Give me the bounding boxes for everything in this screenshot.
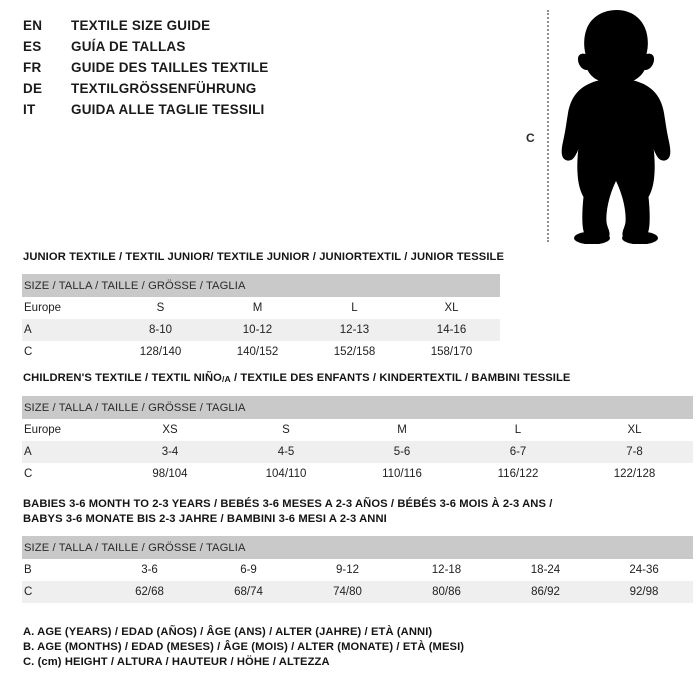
table-cell: 9-12 bbox=[335, 564, 360, 576]
size-header-cell: S bbox=[156, 302, 165, 314]
size-header-cell: L bbox=[351, 302, 358, 314]
language-title: TEXTILGRÖSSENFÜHRUNG bbox=[71, 81, 257, 96]
section-babies: BABIES 3-6 MONTH TO 2-3 YEARS / BEBÉS 3-… bbox=[0, 497, 700, 603]
legend-line-a: A. AGE (YEARS) / EDAD (AÑOS) / ÂGE (ANS)… bbox=[23, 626, 433, 638]
language-title-list: EN TEXTILE SIZE GUIDE ES GUÍA DE TALLAS … bbox=[23, 18, 493, 123]
table-band-row: SIZE / TALLA / TAILLE / GRÖSSE / TAGLIA bbox=[22, 536, 694, 559]
language-title: GUÍA DE TALLAS bbox=[71, 39, 186, 54]
legend-block: A. AGE (YEARS) / EDAD (AÑOS) / ÂGE (ANS)… bbox=[0, 625, 700, 670]
height-illustration: C bbox=[500, 0, 700, 250]
table-cell: 98/104 bbox=[152, 468, 188, 480]
children-title-before: CHILDREN'S TEXTILE / TEXTIL NIÑO bbox=[23, 372, 222, 384]
language-code: ES bbox=[23, 39, 42, 54]
table-cell: 14-16 bbox=[403, 319, 501, 341]
table-cell: 140/152 bbox=[236, 346, 279, 358]
table-cell: 12-18 bbox=[431, 564, 462, 576]
table-cell: 6-7 bbox=[460, 441, 576, 463]
toddler-silhouette-icon bbox=[561, 10, 671, 244]
table-cell: 7-8 bbox=[576, 441, 694, 463]
section-junior: JUNIOR TEXTILE / TEXTIL JUNIOR/ TEXTILE … bbox=[0, 250, 700, 363]
table-cell: 12-13 bbox=[306, 319, 403, 341]
children-band-label: SIZE / TALLA / TAILLE / GRÖSSE / TAGLIA bbox=[22, 396, 694, 419]
size-header-cell: M bbox=[252, 302, 263, 314]
language-code: EN bbox=[23, 18, 43, 33]
row-label: C bbox=[24, 346, 33, 358]
babies-band-label: SIZE / TALLA / TAILLE / GRÖSSE / TAGLIA bbox=[22, 536, 694, 559]
height-reference-line bbox=[547, 10, 549, 242]
row-label: C bbox=[24, 468, 33, 480]
table-cell: 3-4 bbox=[112, 441, 228, 463]
table-row-header: Europe XS S M L XL bbox=[22, 419, 693, 441]
language-code: DE bbox=[23, 81, 43, 96]
row-label: A bbox=[22, 441, 112, 463]
table-cell: 68/74 bbox=[199, 581, 298, 603]
section-children-title: CHILDREN'S TEXTILE / TEXTIL NIÑO/A / TEX… bbox=[0, 371, 700, 387]
table-cell: 6-9 bbox=[240, 564, 257, 576]
table-cell: 104/110 bbox=[265, 468, 307, 480]
language-code: IT bbox=[23, 102, 36, 117]
table-cell: 80/86 bbox=[397, 581, 496, 603]
table-cell: 18-24 bbox=[530, 564, 561, 576]
language-row: FR GUIDE DES TAILLES TEXTILE bbox=[23, 60, 493, 81]
table-cell: 4-5 bbox=[228, 441, 344, 463]
table-cell: 3-6 bbox=[141, 564, 158, 576]
table-band-row: SIZE / TALLA / TAILLE / GRÖSSE / TAGLIA bbox=[22, 274, 501, 297]
table-cell: 158/170 bbox=[430, 346, 473, 358]
table-cell: 8-10 bbox=[112, 319, 209, 341]
table-cell: 24-36 bbox=[629, 564, 659, 576]
table-row: A 8-10 10-12 12-13 14-16 bbox=[22, 319, 501, 341]
table-row: C 128/140 140/152 152/158 158/170 bbox=[22, 341, 500, 363]
children-size-table: SIZE / TALLA / TAILLE / GRÖSSE / TAGLIA … bbox=[22, 396, 694, 485]
table-band-row: SIZE / TALLA / TAILLE / GRÖSSE / TAGLIA bbox=[22, 396, 694, 419]
language-row: EN TEXTILE SIZE GUIDE bbox=[23, 18, 493, 39]
legend-line-b: B. AGE (MONTHS) / EDAD (MESES) / ÂGE (MO… bbox=[23, 641, 465, 653]
language-title: GUIDA ALLE TAGLIE TESSILI bbox=[71, 102, 265, 117]
table-cell: 110/116 bbox=[382, 468, 422, 480]
table-row-header: Europe S M L XL bbox=[22, 297, 500, 319]
language-title: TEXTILE SIZE GUIDE bbox=[71, 18, 211, 33]
size-header-cell: XS bbox=[162, 424, 178, 436]
table-cell: 122/128 bbox=[613, 468, 656, 480]
table-row: C 62/68 68/74 74/80 80/86 86/92 92/98 bbox=[22, 581, 694, 603]
table-cell: 10-12 bbox=[209, 319, 306, 341]
table-cell: 74/80 bbox=[298, 581, 397, 603]
table-cell: 62/68 bbox=[100, 581, 199, 603]
table-cell: 152/158 bbox=[333, 346, 376, 358]
size-header-cell: S bbox=[282, 424, 290, 436]
children-title-small: /A bbox=[221, 374, 231, 384]
size-header-cell: M bbox=[397, 424, 407, 436]
table-cell: 92/98 bbox=[595, 581, 694, 603]
children-title-after: / TEXTILE DES ENFANTS / KINDERTEXTIL / B… bbox=[230, 372, 571, 384]
table-cell: 128/140 bbox=[139, 346, 182, 358]
table-cell: 5-6 bbox=[344, 441, 460, 463]
row-label: Europe bbox=[24, 424, 62, 436]
table-row: C 98/104 104/110 110/116 116/122 122/128 bbox=[22, 463, 693, 485]
height-measure-label: C bbox=[526, 131, 535, 145]
language-row: ES GUÍA DE TALLAS bbox=[23, 39, 493, 60]
table-row: B 3-6 6-9 9-12 12-18 18-24 24-36 bbox=[22, 559, 693, 581]
legend-line-c: C. (cm) HEIGHT / ALTURA / HAUTEUR / HÖHE… bbox=[23, 656, 330, 668]
section-children: CHILDREN'S TEXTILE / TEXTIL NIÑO/A / TEX… bbox=[0, 371, 700, 485]
row-label: C bbox=[22, 581, 100, 603]
junior-size-table: SIZE / TALLA / TAILLE / GRÖSSE / TAGLIA … bbox=[22, 274, 501, 363]
language-row: DE TEXTILGRÖSSENFÜHRUNG bbox=[23, 81, 493, 102]
language-title: GUIDE DES TAILLES TEXTILE bbox=[71, 60, 269, 75]
size-header-cell: XL bbox=[444, 302, 459, 314]
babies-size-table: SIZE / TALLA / TAILLE / GRÖSSE / TAGLIA … bbox=[22, 536, 694, 603]
section-babies-title-line1: BABIES 3-6 MONTH TO 2-3 YEARS / BEBÉS 3-… bbox=[23, 498, 553, 510]
table-row: A 3-4 4-5 5-6 6-7 7-8 bbox=[22, 441, 694, 463]
table-cell: 116/122 bbox=[497, 468, 539, 480]
table-cell: 86/92 bbox=[496, 581, 595, 603]
row-label: A bbox=[22, 319, 112, 341]
junior-band-label: SIZE / TALLA / TAILLE / GRÖSSE / TAGLIA bbox=[22, 274, 501, 297]
language-code: FR bbox=[23, 60, 42, 75]
language-row: IT GUIDA ALLE TAGLIE TESSILI bbox=[23, 102, 493, 123]
size-header-cell: XL bbox=[627, 424, 642, 436]
section-babies-title-line2: BABYS 3-6 MONATE BIS 2-3 JAHRE / BAMBINI… bbox=[23, 513, 387, 525]
row-label: B bbox=[24, 564, 32, 576]
section-junior-title: JUNIOR TEXTILE / TEXTIL JUNIOR/ TEXTILE … bbox=[23, 251, 505, 263]
size-header-cell: L bbox=[514, 424, 522, 436]
row-label: Europe bbox=[24, 302, 62, 314]
